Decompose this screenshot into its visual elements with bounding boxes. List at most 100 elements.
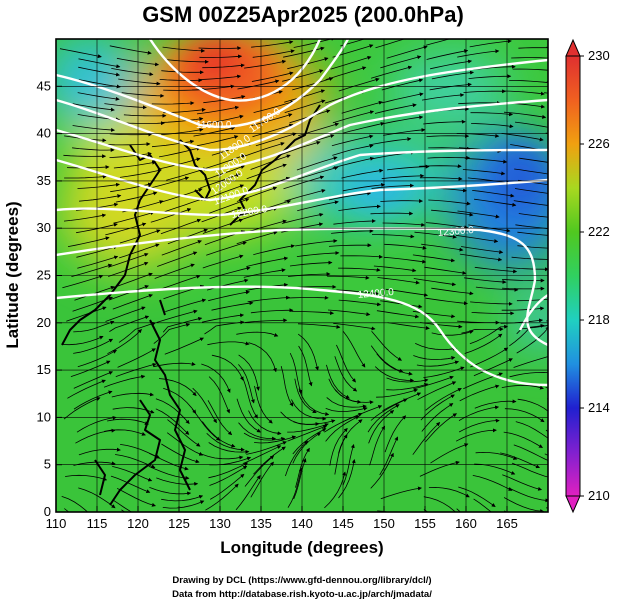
streamline bbox=[249, 176, 291, 192]
streamline bbox=[500, 318, 544, 324]
streamline bbox=[380, 199, 424, 204]
x-tick-label: 150 bbox=[373, 516, 395, 531]
streamline bbox=[112, 466, 153, 482]
streamline bbox=[78, 58, 121, 69]
x-tick-label: 160 bbox=[455, 516, 477, 531]
streamline bbox=[104, 429, 146, 436]
x-axis-ticks: 110 115 120 125 130 135 140 145 150 155 160 165 bbox=[46, 506, 518, 531]
streamline bbox=[332, 156, 375, 169]
streamline bbox=[519, 157, 548, 163]
streamline bbox=[287, 425, 328, 442]
y-tick-label: 35 bbox=[37, 173, 51, 188]
x-tick-label: 145 bbox=[332, 516, 354, 531]
streamline bbox=[413, 355, 456, 361]
streamline bbox=[289, 352, 303, 395]
streamline bbox=[77, 92, 120, 101]
y-tick-label: 0 bbox=[44, 504, 51, 519]
streamline bbox=[202, 254, 244, 269]
streamline bbox=[211, 301, 254, 311]
streamline bbox=[455, 234, 499, 244]
streamline bbox=[109, 132, 153, 137]
streamline bbox=[205, 154, 246, 169]
colorbar-top-arrow bbox=[565, 38, 581, 57]
streamline bbox=[298, 388, 330, 416]
streamline bbox=[62, 274, 104, 289]
streamline bbox=[205, 483, 239, 511]
streamline bbox=[380, 55, 422, 69]
x-axis-label: Longitude (degrees) bbox=[220, 538, 383, 557]
streamline bbox=[193, 126, 236, 137]
colorbar-tick-label: 214 bbox=[588, 400, 610, 415]
streamline bbox=[419, 176, 463, 181]
streamline bbox=[386, 377, 429, 383]
streamline bbox=[198, 46, 242, 51]
streamline bbox=[461, 327, 504, 334]
streamline bbox=[196, 105, 240, 115]
streamline bbox=[167, 419, 201, 447]
streamline bbox=[284, 99, 326, 113]
streamline bbox=[201, 114, 244, 125]
streamline bbox=[384, 415, 407, 453]
streamline bbox=[75, 428, 116, 444]
streamline bbox=[243, 268, 286, 278]
streamline bbox=[72, 103, 115, 112]
streamline bbox=[370, 211, 414, 216]
wind-streamlines bbox=[59, 39, 548, 512]
streamline bbox=[208, 462, 249, 479]
streamline bbox=[513, 444, 548, 461]
streamline bbox=[425, 222, 469, 230]
streamline bbox=[545, 507, 548, 509]
colorbar: 210 214 218 222 226 230 bbox=[565, 38, 610, 514]
streamline bbox=[279, 140, 321, 156]
streamline bbox=[336, 344, 356, 383]
streamline bbox=[334, 434, 348, 475]
y-tick-label: 30 bbox=[37, 220, 51, 235]
streamline bbox=[468, 74, 512, 79]
figure-title: GSM 00Z25Apr2025 (200.0hPa) bbox=[142, 2, 464, 27]
streamline bbox=[121, 92, 165, 98]
streamline bbox=[243, 432, 286, 441]
streamline bbox=[254, 385, 273, 424]
streamline bbox=[284, 188, 326, 202]
streamline bbox=[283, 175, 325, 190]
streamline bbox=[118, 78, 161, 86]
streamline bbox=[162, 500, 205, 509]
streamline bbox=[62, 335, 104, 346]
streamline bbox=[238, 364, 255, 404]
streamline bbox=[116, 57, 160, 67]
streamline bbox=[370, 398, 408, 421]
streamline bbox=[119, 243, 160, 259]
streamline bbox=[518, 213, 548, 218]
streamline bbox=[420, 322, 463, 329]
streamline bbox=[338, 267, 381, 272]
streamline bbox=[162, 46, 206, 53]
streamline bbox=[424, 266, 467, 275]
streamline bbox=[333, 219, 376, 225]
streamline bbox=[514, 168, 548, 175]
streamline bbox=[425, 297, 468, 306]
streamline bbox=[72, 125, 116, 132]
streamline bbox=[506, 267, 548, 272]
streamline bbox=[235, 475, 261, 511]
streamline bbox=[296, 156, 338, 171]
streamline bbox=[340, 254, 383, 259]
streamline bbox=[387, 164, 430, 171]
streamline bbox=[297, 200, 339, 212]
x-tick-label: 115 bbox=[87, 516, 108, 531]
streamline bbox=[202, 218, 244, 234]
streamline bbox=[458, 101, 501, 106]
streamline bbox=[384, 243, 427, 250]
streamline bbox=[73, 461, 116, 466]
streamline bbox=[161, 494, 204, 502]
streamline bbox=[236, 186, 278, 202]
streamline bbox=[248, 342, 277, 373]
streamline bbox=[516, 298, 548, 302]
streamline bbox=[211, 354, 244, 381]
streamline bbox=[463, 89, 507, 94]
streamline bbox=[63, 213, 107, 222]
streamline bbox=[161, 240, 202, 256]
streamline bbox=[109, 151, 152, 158]
streamline bbox=[78, 447, 121, 456]
streamline bbox=[112, 294, 153, 310]
grid-lines bbox=[56, 39, 548, 512]
